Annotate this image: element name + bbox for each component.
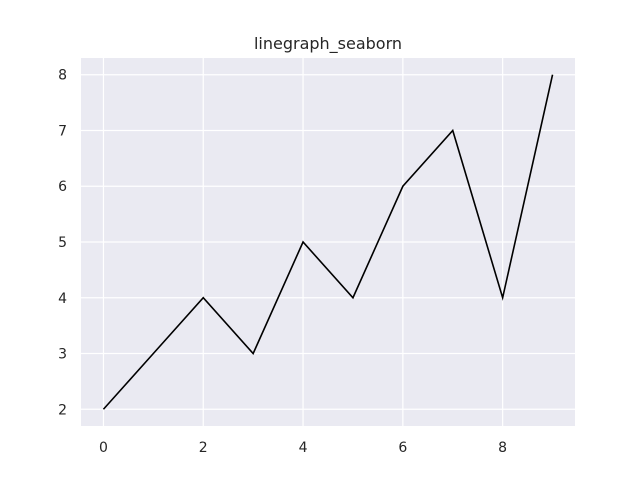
- y-tick-label: 7: [58, 123, 67, 139]
- x-tick-label: 8: [498, 440, 507, 456]
- y-tick-label: 5: [58, 235, 67, 251]
- y-tick-label: 8: [58, 68, 67, 84]
- y-tick-label: 3: [58, 347, 67, 363]
- chart-title: linegraph_seaborn: [254, 34, 402, 54]
- y-tick-label: 4: [58, 291, 67, 307]
- series-line: [102, 74, 554, 410]
- x-tick-labels: 0 2 4 6 8: [99, 440, 507, 456]
- y-tick-labels: 2 3 4 5 6 7 8: [58, 68, 67, 419]
- x-tick-label: 2: [199, 440, 208, 456]
- x-tick-label: 0: [99, 440, 108, 456]
- y-tick-label: 6: [58, 179, 67, 195]
- x-tick-label: 4: [299, 440, 308, 456]
- x-tick-label: 6: [398, 440, 407, 456]
- y-tick-label: 2: [58, 402, 67, 418]
- y-gridlines: [81, 74, 575, 410]
